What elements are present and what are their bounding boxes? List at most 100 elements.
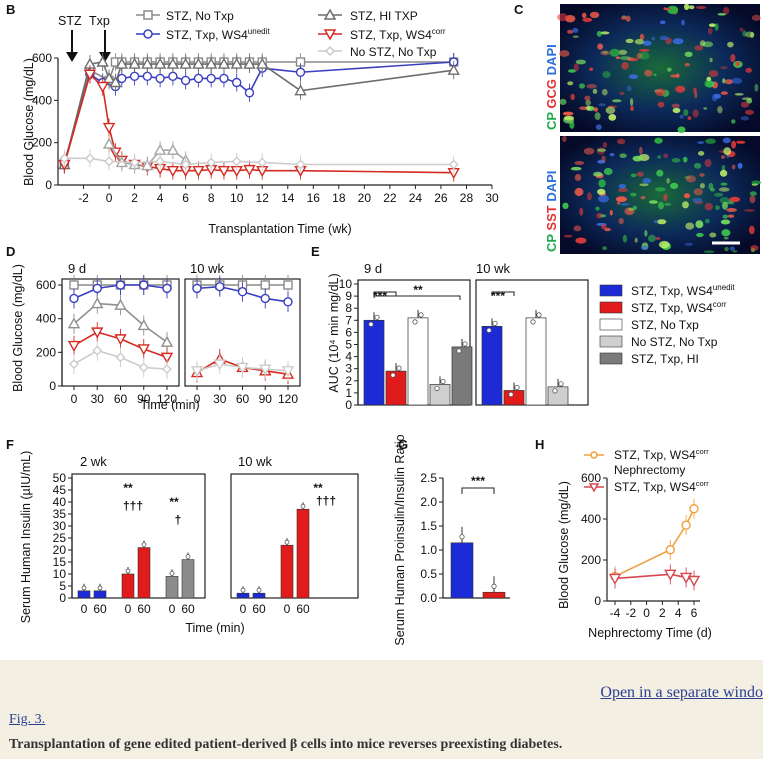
panel-b-x-tick-label: 10 xyxy=(230,191,244,205)
micrograph-cell xyxy=(615,196,627,203)
micrograph-cell xyxy=(739,27,744,32)
panel-g-y-tick-label: 2.0 xyxy=(420,495,437,509)
micrograph-cell xyxy=(687,116,692,120)
panel-b-point xyxy=(243,57,256,69)
micrograph-cell xyxy=(741,97,753,101)
legend-h-marker xyxy=(590,451,598,459)
panel-b-point xyxy=(141,57,154,69)
micrograph-cell xyxy=(592,88,598,94)
open-separate-window-link[interactable]: Open in a separate windo xyxy=(600,684,763,701)
panel-d-point xyxy=(69,359,79,370)
panel-d-y-tick-label: 0 xyxy=(49,379,56,393)
micrograph-cell xyxy=(720,182,728,186)
micrograph-cell xyxy=(697,141,705,144)
panel-d-x-tick-label: 120 xyxy=(157,392,177,406)
micrograph-cell xyxy=(655,237,661,240)
panel-g-y-tick-label: 1.0 xyxy=(420,543,437,557)
micrograph-cell xyxy=(663,7,667,10)
micrograph-cell xyxy=(636,52,643,60)
panel-b-x-tick-label: 0 xyxy=(106,191,113,205)
micrograph-cell xyxy=(724,79,734,85)
micrograph-cell xyxy=(608,114,617,121)
micrograph-cell xyxy=(714,23,719,31)
panel-d-point xyxy=(138,362,149,373)
micrograph-cell xyxy=(684,3,690,10)
panel-e-y-tick-label: 3 xyxy=(345,362,352,376)
figure-label-link[interactable]: Fig. 3. xyxy=(9,712,46,727)
micrograph-cell xyxy=(745,67,752,73)
micrograph-cell xyxy=(748,225,755,235)
micrograph-cell xyxy=(731,77,743,84)
micrograph-cell xyxy=(574,173,582,182)
panel-b-x-tick-label: 2 xyxy=(131,191,138,205)
micrograph-cell xyxy=(632,205,638,210)
micrograph-cell xyxy=(707,27,713,35)
panel-h-y-tick-label: 600 xyxy=(581,471,601,485)
panel-d-point xyxy=(190,366,204,378)
micrograph-cell xyxy=(723,147,732,156)
panel-h-x-tick-label: 4 xyxy=(675,606,682,620)
panel-f-y-tick-label: 40 xyxy=(53,495,67,509)
micrograph-cell xyxy=(639,49,650,52)
micrograph-cell xyxy=(682,201,689,209)
figure-canvas: B C D E F G H STZ Txp STZ, No Txp STZ, T… xyxy=(6,2,762,646)
micrograph-cell xyxy=(602,246,607,251)
panel-e-y-tick-label: 0 xyxy=(345,398,352,412)
micrograph-cell xyxy=(706,76,712,82)
channel-label-gcg: CP GCG DAPI xyxy=(544,44,559,130)
micrograph-cell xyxy=(644,69,653,77)
micrograph-cell xyxy=(727,214,735,218)
micrograph-cell xyxy=(617,201,621,205)
micrograph-cell xyxy=(683,193,691,199)
panel-e-dot xyxy=(440,378,446,385)
panel-f-x-tick-label: 0 xyxy=(81,602,88,616)
micrograph-cell xyxy=(723,237,729,240)
panel-c-micrographs: CP GCG DAPI CP SST DAPI xyxy=(544,3,762,254)
micrograph-cell xyxy=(722,137,731,144)
micrograph-cell xyxy=(667,5,679,15)
micrograph-sst-cells xyxy=(562,135,762,254)
micrograph-cell xyxy=(740,116,750,121)
micrograph-cell xyxy=(720,219,731,225)
micrograph-cell xyxy=(695,5,707,10)
micrograph-cell xyxy=(737,162,743,169)
micrograph-cell xyxy=(600,31,610,35)
panel-g-ylabel: Serum Human Proinsulin/Insulin Ratio xyxy=(393,434,407,645)
micrograph-cell xyxy=(653,73,657,77)
panel-d-x-tick-label: 30 xyxy=(91,392,105,406)
micrograph-cell xyxy=(625,38,634,44)
micrograph-cell xyxy=(684,62,690,67)
micrograph-cell xyxy=(602,51,608,54)
panel-e-dot xyxy=(374,314,380,320)
micrograph-cell xyxy=(574,187,584,197)
panel-b-point xyxy=(230,57,243,69)
panel-d-x-tick-label: 60 xyxy=(114,392,128,406)
panel-b-point xyxy=(244,88,255,98)
micrograph-cell xyxy=(695,220,704,229)
panel-b-x-tick-label: 26 xyxy=(434,191,448,205)
micrograph-cell xyxy=(605,106,616,115)
panel-b-x-tick-label: 30 xyxy=(485,191,499,205)
micrograph-cell xyxy=(628,207,634,211)
panel-b-x-tick-label: 12 xyxy=(256,191,270,205)
panel-f-dagger: ††† xyxy=(123,499,143,513)
panel-d-point xyxy=(92,345,103,356)
panel-b-point xyxy=(180,159,191,170)
panel-b-point xyxy=(447,63,460,75)
micrograph-cell xyxy=(708,23,716,28)
panel-f-x-tick-label: 0 xyxy=(125,602,132,616)
micrograph-cell xyxy=(658,240,670,249)
micrograph-cell xyxy=(670,74,679,78)
panel-f-dot xyxy=(169,571,175,576)
panel-d-point xyxy=(91,297,104,309)
panel-d-point xyxy=(115,352,126,363)
micrograph-cell xyxy=(667,67,672,72)
micrograph-cell xyxy=(618,217,624,225)
micrograph-cell xyxy=(630,173,637,178)
micrograph-cell xyxy=(744,31,755,38)
panel-b-chart: Blood Glucose (mg/dL) Transplantation Ti… xyxy=(22,51,499,236)
panel-b-point xyxy=(115,57,129,69)
legend-diamond-marker xyxy=(324,45,336,57)
micrograph-cell xyxy=(750,32,755,38)
panel-f-x-tick-label: 60 xyxy=(93,602,107,616)
